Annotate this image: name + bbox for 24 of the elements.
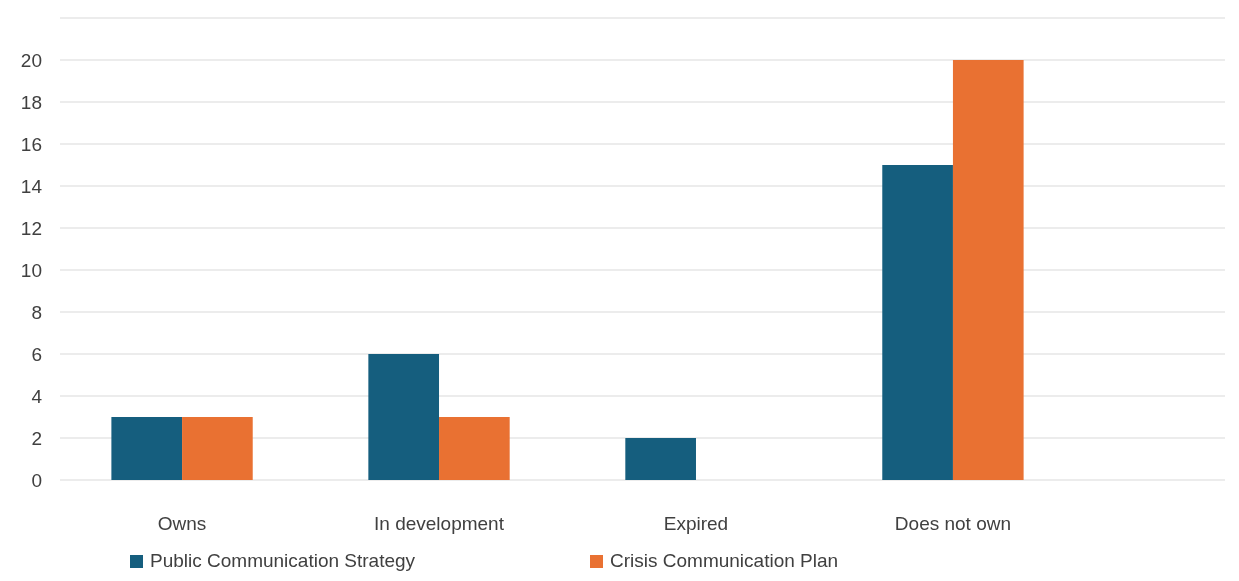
bar	[368, 354, 440, 480]
y-tick-label: 10	[20, 259, 42, 281]
bar	[882, 165, 953, 480]
legend-label: Public Communication Strategy	[150, 550, 416, 571]
bar	[439, 417, 510, 480]
bar	[625, 438, 696, 480]
bar	[952, 60, 1024, 480]
bar	[111, 417, 183, 480]
y-tick-label: 18	[20, 91, 42, 113]
y-tick-label: 12	[20, 217, 42, 239]
x-tick-label: Owns	[157, 513, 207, 534]
y-tick-label: 8	[31, 301, 42, 323]
legend-label: Crisis Communication Plan	[610, 550, 839, 571]
y-tick-label: 2	[31, 427, 42, 449]
y-tick-label: 4	[31, 385, 43, 407]
x-tick-label: Expired	[663, 513, 729, 534]
bar	[182, 417, 253, 480]
x-tick-label: Does not own	[894, 513, 1012, 534]
x-tick-label: In development	[374, 513, 505, 534]
y-tick-label: 16	[20, 133, 42, 155]
y-tick-label: 6	[31, 343, 42, 365]
y-tick-label: 20	[20, 49, 42, 71]
y-tick-label: 14	[20, 175, 43, 197]
y-tick-label: 0	[31, 469, 42, 491]
